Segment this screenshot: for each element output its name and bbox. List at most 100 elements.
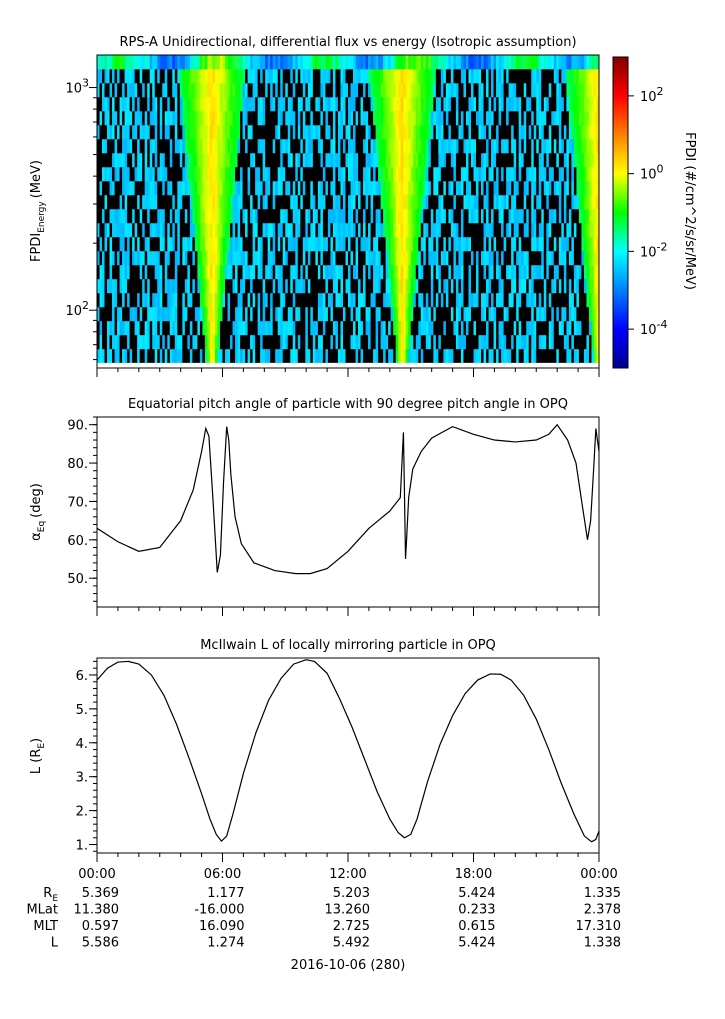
spectrogram-cell xyxy=(235,208,238,224)
spectrogram-cell xyxy=(403,180,407,196)
spectrogram-cell xyxy=(144,250,148,266)
spectrogram-cell xyxy=(450,264,454,280)
spectrogram-cell xyxy=(348,292,351,308)
spectrogram-cell xyxy=(415,222,419,238)
spectrogram-cell xyxy=(438,110,442,126)
spectrogram-cell xyxy=(473,68,477,84)
spectrogram-cell xyxy=(230,96,233,112)
spectrogram-cell xyxy=(593,334,597,350)
spectrogram-cell xyxy=(272,348,276,364)
spectrogram-cell xyxy=(219,55,223,70)
spectrogram-cell xyxy=(212,55,216,70)
spectrogram-cell xyxy=(237,138,241,154)
spectrogram-cell xyxy=(513,250,517,266)
spectrogram-cell xyxy=(222,292,226,308)
spectrogram-cell xyxy=(556,124,560,140)
spectrogram-cell xyxy=(438,348,442,364)
spectrogram-cell xyxy=(214,292,218,308)
spectrogram-cell xyxy=(543,82,547,98)
spectrogram-cell xyxy=(400,292,404,308)
spectrogram-cell xyxy=(546,320,550,336)
spectrogram-cell xyxy=(593,208,597,224)
spectrogram-cell xyxy=(184,55,188,70)
spectrogram-cell xyxy=(99,292,103,308)
spectrogram-cell xyxy=(491,264,494,280)
spectrogram-cell xyxy=(586,166,590,182)
spectrogram-cells xyxy=(97,55,599,368)
spectrogram-cell xyxy=(124,264,128,280)
spectrogram-cell xyxy=(583,68,587,84)
spectrogram-cell xyxy=(370,180,374,196)
spectrogram-cell xyxy=(322,194,326,210)
spectrogram-cell xyxy=(460,124,464,140)
spectrogram-cell xyxy=(317,292,321,308)
spectrogram-cell xyxy=(287,55,291,70)
spectrogram-cell xyxy=(275,180,279,196)
spectrogram-cell xyxy=(533,334,537,350)
spectrogram-cell xyxy=(395,250,399,266)
spectrogram-cell xyxy=(583,334,587,350)
spectrogram-cell xyxy=(353,334,356,350)
spectrogram-cell xyxy=(164,348,168,364)
spectrogram-cell xyxy=(174,124,178,140)
spectrogram-cell xyxy=(312,152,316,168)
spectrogram-cell xyxy=(448,264,452,280)
spectrogram-cell xyxy=(335,96,339,112)
spectrogram-cell xyxy=(551,264,555,280)
spectrogram-cell xyxy=(97,124,100,140)
spectrogram-cell xyxy=(237,55,241,70)
spectrogram-cell xyxy=(275,110,279,126)
spectrogram-cell xyxy=(433,348,437,364)
spectrogram-cell xyxy=(197,292,201,308)
spectrogram-cell xyxy=(350,166,354,182)
spectrogram-cell xyxy=(252,55,256,70)
spectrogram-cell xyxy=(199,194,203,210)
spectrogram-cell xyxy=(325,334,329,350)
spectrogram-cell xyxy=(578,278,582,294)
spectrogram-cell xyxy=(460,180,464,196)
ephemeris-value: 5.492 xyxy=(333,936,370,951)
spectrogram-cell xyxy=(204,250,208,266)
spectrogram-cell xyxy=(478,208,482,224)
spectrogram-cell xyxy=(460,348,464,364)
spectrogram-cell xyxy=(353,250,356,266)
spectrogram-cell xyxy=(219,152,223,168)
spectrogram-cell xyxy=(172,236,176,252)
spectrogram-cell xyxy=(230,166,233,182)
spectrogram-cell xyxy=(370,166,374,182)
spectrogram-cell xyxy=(174,55,178,70)
spectrogram-cell xyxy=(187,166,191,182)
spectrogram-cell xyxy=(558,208,562,224)
spectrogram-cell xyxy=(112,208,115,224)
spectrogram-cell xyxy=(588,124,592,140)
spectrogram-cell xyxy=(548,194,552,210)
spectrogram-cell xyxy=(112,264,115,280)
spectrogram-cell xyxy=(312,110,316,126)
spectrogram-cell xyxy=(295,110,299,126)
spectrogram-cell xyxy=(330,334,334,350)
spectrogram-cell xyxy=(568,166,572,182)
spectrogram-cell xyxy=(184,96,188,112)
spectrogram-cell xyxy=(212,110,216,126)
spectrogram-cell xyxy=(583,278,587,294)
spectrogram-cell xyxy=(583,110,587,126)
spectrogram-cell xyxy=(217,110,221,126)
spectrogram-cell xyxy=(315,208,319,224)
spectrogram-cell xyxy=(154,124,158,140)
spectrogram-cell xyxy=(194,166,198,182)
spectrogram-cell xyxy=(255,68,258,84)
spectrogram-cell xyxy=(573,194,577,210)
spectrogram-cell xyxy=(486,320,489,336)
spectrogram-cell xyxy=(393,320,396,336)
spectrogram-cell xyxy=(124,278,128,294)
spectrogram-cell xyxy=(129,68,133,84)
spectrogram-cell xyxy=(257,250,261,266)
spectrogram-cell xyxy=(132,110,135,126)
spectrogram-cell xyxy=(114,264,118,280)
spectrogram-cell xyxy=(586,334,590,350)
spectrogram-cell xyxy=(315,96,319,112)
spectrogram-cell xyxy=(207,306,211,322)
spectrogram-cell xyxy=(245,55,248,70)
spectrogram-cell xyxy=(526,250,530,266)
ephemeris-value: 1.177 xyxy=(207,886,244,901)
